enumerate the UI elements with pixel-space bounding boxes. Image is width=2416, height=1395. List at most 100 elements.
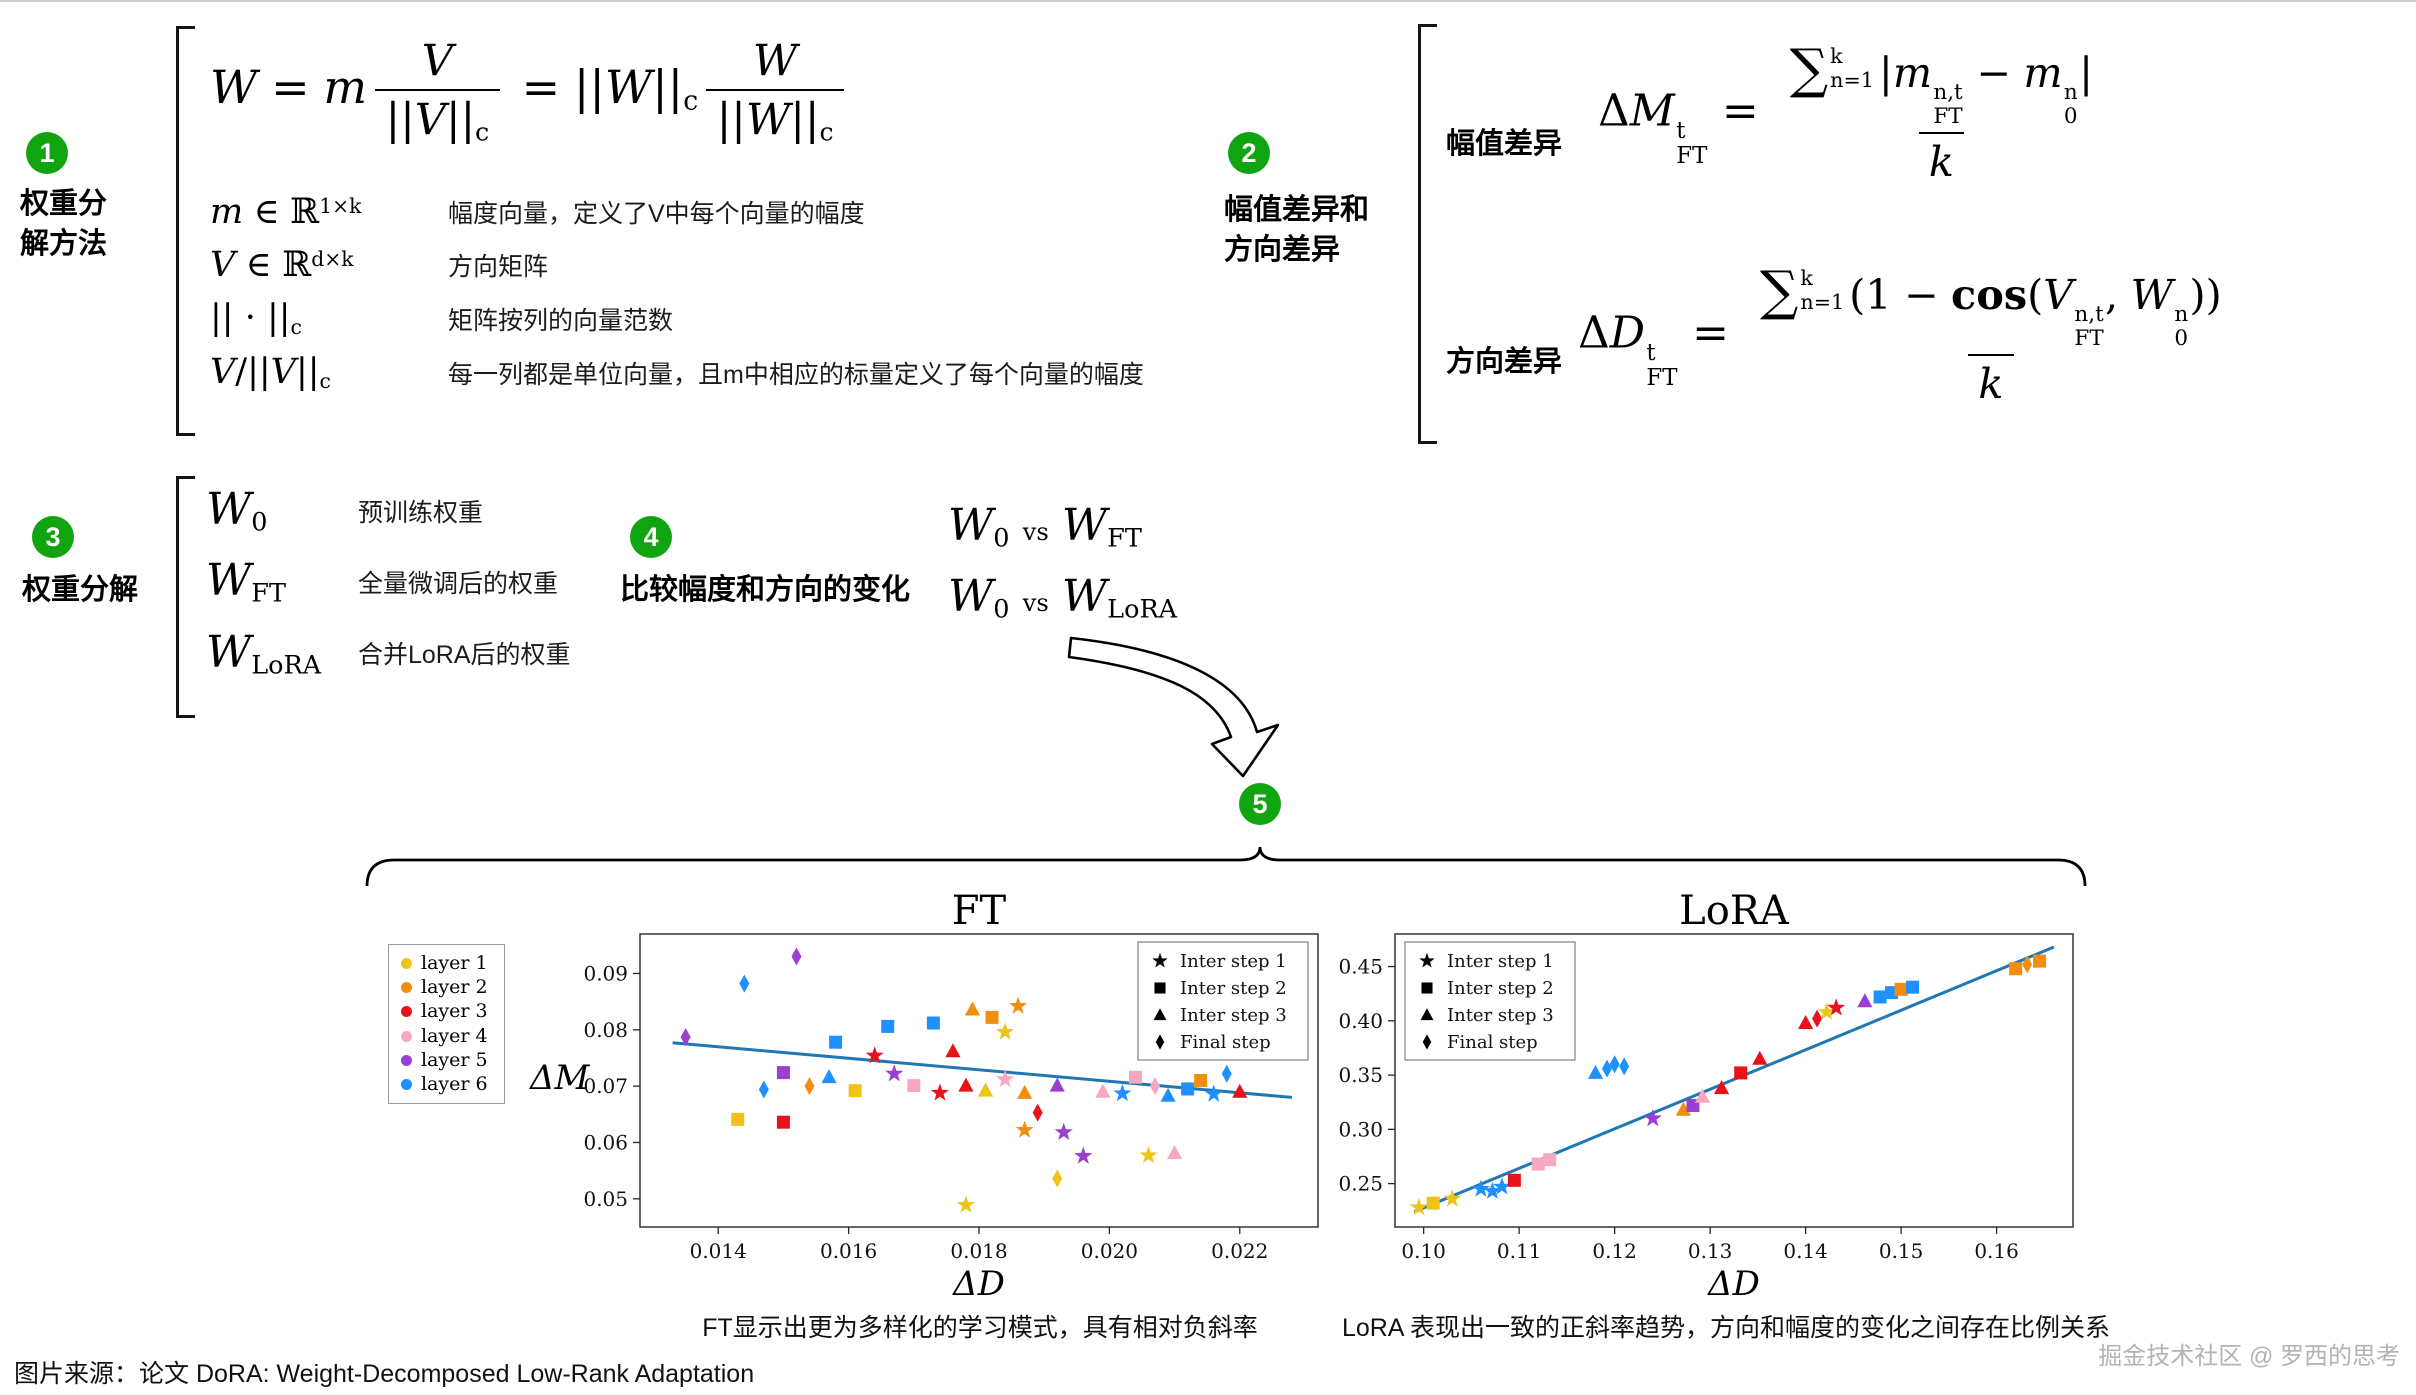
magnitude-diff-label: 幅值差异 <box>1446 128 1563 160</box>
svg-text:0.45: 0.45 <box>1338 955 1383 979</box>
svg-text:0.12: 0.12 <box>1592 1239 1637 1263</box>
definition-row: V ∈ ℝd×k 方向矩阵 <box>210 245 1144 285</box>
step-badge-2: 2 <box>1228 132 1270 174</box>
math-expression: WLoRA <box>206 626 322 681</box>
layer-color-dot <box>401 1030 412 1042</box>
svg-text:0.020: 0.020 <box>1081 1239 1138 1263</box>
section-2-bracket <box>1418 24 1437 444</box>
step-badge-3: 3 <box>32 516 74 558</box>
direction-diff-label: 方向差异 <box>1446 346 1563 378</box>
definition-text: 全量微调后的权重 <box>358 570 559 599</box>
definition-row: || · ||c 矩阵按列的向量范数 <box>210 298 1144 339</box>
lora-scatter-plot: 0.10 0.11 0.12 0.13 0.14 0.15 0.16 0.25 0.30 0.35… <box>1338 933 2074 1263</box>
section-4-title: 比较幅度和方向的变化 <box>620 574 911 606</box>
ft-scatter-plot: 0.014 0.016 0.018 0.020 0.022 0.05 0.06 0.07 0.0… <box>583 933 1319 1263</box>
layer-legend-item: layer 2 <box>401 976 488 999</box>
svg-text:Inter step 3: Inter step 3 <box>1447 1005 1554 1026</box>
svg-text:0.16: 0.16 <box>1974 1239 2019 1263</box>
layer-label: layer 5 <box>421 1048 488 1071</box>
section-1-title: 权重分 解方法 <box>20 188 108 261</box>
weight-row: WLoRA 合并LoRA后的权重 <box>206 627 571 680</box>
layer-label: layer 1 <box>421 952 488 974</box>
step-badge-4: 4 <box>630 516 672 558</box>
math-expression: m ∈ ℝ1×k <box>210 192 362 232</box>
definition-row: m ∈ ℝ1×k 幅度向量，定义了V中每个向量的幅度 <box>210 192 1144 232</box>
svg-text:Final step: Final step <box>1180 1032 1271 1053</box>
svg-text:Inter step 3: Inter step 3 <box>1180 1005 1287 1026</box>
magnitude-diff-formula: ΔM t FT = ∑ k n=1 |m n,t FT − m n 0 | k <box>1598 37 2093 186</box>
layer-color-dot <box>401 982 412 994</box>
svg-text:0.25: 0.25 <box>1338 1172 1383 1196</box>
layer-legend-item: layer 5 <box>401 1049 488 1072</box>
comparison-line: W0 vs WLoRA <box>948 571 1178 625</box>
svg-text:0.07: 0.07 <box>583 1074 628 1098</box>
definition-row: V/||V||c 每一列都是单位向量，且m中相应的标量定义了每个向量的幅度 <box>210 352 1144 393</box>
math-expression: V/||V||c <box>210 352 331 394</box>
layer-label: layer 3 <box>421 1000 488 1023</box>
definition-text: 每一列都是单位向量，且m中相应的标量定义了每个向量的幅度 <box>448 360 1144 389</box>
svg-text:0.14: 0.14 <box>1783 1239 1828 1263</box>
math-expression: W0 <box>206 484 268 538</box>
layer-label: layer 4 <box>421 1024 488 1047</box>
layer-label: layer 2 <box>421 976 488 999</box>
layer-label: layer 6 <box>421 1072 488 1095</box>
ft-y-axis-label: ΔM <box>530 1058 590 1098</box>
weight-list: W0 预训练权重 WFT 全量微调后的权重 WLoRA 合并LoRA后的权重 <box>206 484 571 680</box>
comparison-line: W0 vs WFT <box>948 500 1142 554</box>
svg-text:0.05: 0.05 <box>583 1187 628 1211</box>
svg-text:0.016: 0.016 <box>820 1239 877 1263</box>
ft-chart-title: FT <box>951 888 1007 934</box>
svg-text:0.09: 0.09 <box>583 961 628 985</box>
ft-caption: FT显示出更为多样化的学习模式，具有相对负斜率 <box>702 1314 1258 1342</box>
trend-line <box>1413 945 2055 1214</box>
svg-text:0.08: 0.08 <box>583 1018 628 1042</box>
section-3-title: 权重分解 <box>22 574 139 606</box>
layer-legend-item: layer 1 <box>401 952 488 975</box>
definition-text: 预训练权重 <box>358 498 484 527</box>
svg-text:Inter step 1: Inter step 1 <box>1180 951 1287 972</box>
svg-text:Inter step 2: Inter step 2 <box>1180 978 1287 999</box>
svg-text:0.13: 0.13 <box>1688 1239 1733 1263</box>
svg-text:0.40: 0.40 <box>1338 1009 1383 1033</box>
lora-caption: LoRA 表现出一致的正斜率趋势，方向和幅度的变化之间存在比例关系 <box>1341 1314 2111 1342</box>
svg-text:Inter step 2: Inter step 2 <box>1447 978 1554 999</box>
section-2-title: 幅值差异和 方向差异 <box>1224 194 1370 267</box>
svg-text:0.022: 0.022 <box>1211 1239 1268 1263</box>
svg-text:0.10: 0.10 <box>1401 1239 1446 1263</box>
section-3-bracket <box>176 476 195 718</box>
lora-x-axis-label: ΔD <box>1708 1264 1760 1304</box>
weight-row: W0 预训练权重 <box>206 484 571 537</box>
layer-color-dot <box>401 1006 412 1018</box>
layer-legend: layer 1 layer 2 layer 3 layer 4 layer 5 layer… <box>388 944 505 1105</box>
svg-text:0.35: 0.35 <box>1338 1063 1383 1087</box>
math-expression: || · ||c <box>210 298 302 340</box>
layer-legend-item: layer 3 <box>401 1000 488 1023</box>
weight-decomposition-formula: W = m V ||V||c = ||W||c W ||W||c <box>210 36 852 146</box>
definition-text: 幅度向量，定义了V中每个向量的幅度 <box>448 200 865 228</box>
definition-text: 合并LoRA后的权重 <box>358 641 571 670</box>
svg-text:0.014: 0.014 <box>690 1239 747 1263</box>
layer-color-dot <box>401 958 412 970</box>
marker-legend: Inter step 1 Inter step 2 Inter step 3 Fina… <box>1137 941 1309 1061</box>
lora-chart-title: LoRA <box>1679 888 1789 934</box>
weight-row: WFT 全量微调后的权重 <box>206 555 571 608</box>
definition-text: 方向矩阵 <box>448 253 549 281</box>
step-badge-5: 5 <box>1239 783 1281 825</box>
comparison-list: W0 vs WFT W0 vs WLoRA <box>948 500 1177 625</box>
watermark: 掘金技术社区 @ 罗西的思考 <box>2098 1343 2400 1370</box>
layer-color-dot <box>401 1078 412 1090</box>
definition-list: m ∈ ℝ1×k 幅度向量，定义了V中每个向量的幅度 V ∈ ℝd×k 方向矩阵 || … <box>210 192 1144 393</box>
step-badge-1: 1 <box>26 132 68 174</box>
svg-text:Inter step 1: Inter step 1 <box>1447 951 1554 972</box>
marker-legend: Inter step 1 Inter step 2 Inter step 3 Fina… <box>1404 941 1576 1061</box>
svg-text:0.06: 0.06 <box>583 1130 628 1154</box>
curved-arrow-icon <box>1067 636 1280 778</box>
layer-color-dot <box>401 1054 412 1066</box>
svg-text:0.15: 0.15 <box>1879 1239 1924 1263</box>
layer-legend-item: layer 6 <box>401 1073 488 1096</box>
svg-text:0.11: 0.11 <box>1497 1239 1542 1263</box>
data-points <box>1409 954 2047 1216</box>
image-source-note: 图片来源：论文 DoRA: Weight-Decomposed Low-Rank… <box>14 1360 755 1388</box>
